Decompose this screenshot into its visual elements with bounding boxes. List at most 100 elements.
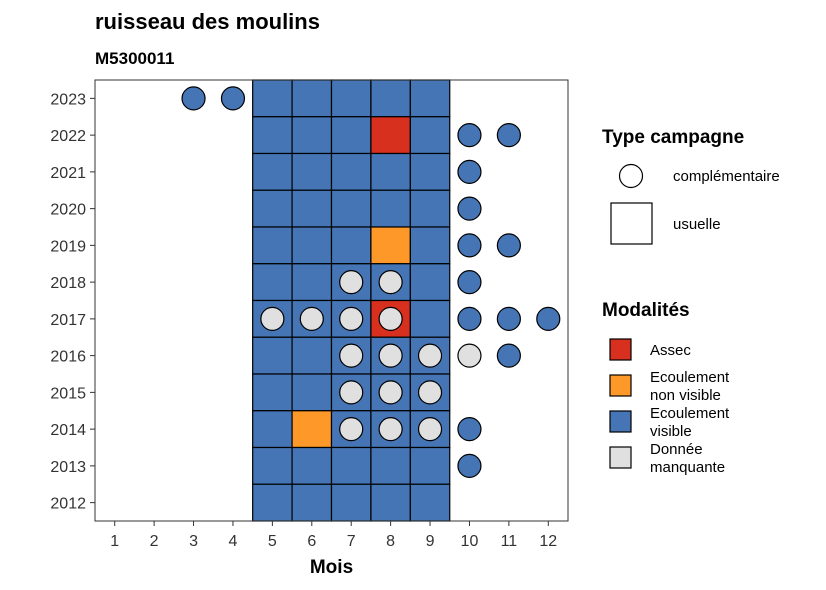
complementaire-point: [299, 306, 324, 331]
complementaire-point: [378, 380, 403, 405]
usuelle-tile: [252, 226, 293, 265]
legend-label-modalite: Ecoulement: [650, 405, 730, 422]
usuelle-tile: [291, 226, 333, 265]
usuelle-tile: [370, 152, 411, 191]
y-axis: 2012 2013 2014 2015 2016 2017 2018 2019 2020 2021…: [50, 91, 95, 513]
usuelle-tiles: [252, 79, 451, 522]
complementaire-point: [378, 417, 403, 442]
y-tick-label: 2014: [50, 422, 86, 439]
complementaire-point: [496, 343, 521, 368]
complementaire-point: [339, 343, 364, 368]
usuelle-tile: [252, 483, 293, 522]
complementaire-point: [457, 196, 482, 221]
legend-label-modalite: Ecoulement: [650, 369, 730, 386]
x-axis: 1 2 3 4 5 6 7 8 9 10 11 12: [110, 521, 557, 550]
usuelle-tile: [291, 336, 333, 375]
legend-label-modalite: manquante: [650, 459, 725, 476]
legend-label-modalite: visible: [650, 423, 692, 440]
complementaire-point: [339, 380, 364, 405]
complementaire-point: [260, 306, 285, 331]
usuelle-tile: [370, 446, 411, 485]
usuelle-tile: [291, 263, 333, 302]
usuelle-tile: [291, 116, 333, 155]
y-tick-label: 2021: [50, 165, 86, 182]
legend-key-swatch: [609, 338, 632, 361]
complementaire-point: [496, 233, 521, 258]
usuelle-tile: [330, 79, 372, 118]
y-tick-label: 2012: [50, 496, 86, 513]
usuelle-tile: [370, 189, 411, 228]
y-tick-label: 2017: [50, 312, 86, 329]
y-tick-label: 2018: [50, 275, 86, 292]
usuelle-tile: [330, 189, 372, 228]
legend-label-modalite: non visible: [650, 387, 721, 404]
x-tick-label: 4: [229, 533, 238, 550]
complementaire-point: [417, 417, 443, 442]
usuelle-tile: [370, 116, 411, 155]
legend-title-type: Type campagne: [602, 127, 744, 148]
complementaire-point: [457, 306, 482, 331]
usuelle-tile: [252, 373, 293, 412]
x-tick-label: 5: [268, 533, 277, 550]
legend-key-swatch: [609, 446, 632, 469]
usuelle-tile: [252, 79, 293, 118]
complementaire-point: [339, 306, 364, 331]
complementaire-points: [181, 86, 561, 478]
usuelle-tile: [291, 152, 333, 191]
usuelle-tile: [370, 79, 411, 118]
complementaire-point: [496, 123, 521, 148]
complementaire-point: [378, 306, 403, 331]
usuelle-tile: [409, 299, 451, 338]
usuelle-tile: [252, 189, 293, 228]
complementaire-point: [378, 343, 403, 368]
y-tick-label: 2020: [50, 202, 86, 219]
legend-label-modalite: Assec: [650, 342, 691, 359]
complementaire-point: [339, 417, 364, 442]
usuelle-tile: [330, 226, 372, 265]
x-tick-label: 7: [347, 533, 356, 550]
usuelle-tile: [252, 116, 293, 155]
usuelle-tile: [330, 152, 372, 191]
usuelle-tile: [252, 410, 293, 449]
legend-key-swatch: [609, 410, 632, 433]
usuelle-tile: [409, 116, 451, 155]
usuelle-tile: [291, 483, 333, 522]
x-tick-label: 12: [539, 533, 557, 550]
legend-label-modalite: Donnée: [650, 441, 703, 458]
x-tick-label: 6: [307, 533, 316, 550]
usuelle-tile: [370, 226, 411, 265]
x-tick-label: 11: [501, 533, 518, 550]
legend-key-swatch: [609, 374, 632, 397]
x-tick-label: 3: [189, 533, 198, 550]
complementaire-point: [339, 270, 364, 295]
plot-panel-border: [94, 79, 569, 522]
chart-subtitle: M5300011: [95, 49, 174, 68]
usuelle-tile: [409, 189, 451, 228]
complementaire-point: [536, 306, 561, 331]
complementaire-point: [181, 86, 206, 111]
complementaire-point: [417, 380, 443, 405]
complementaire-point: [457, 233, 482, 258]
usuelle-tile: [252, 446, 293, 485]
usuelle-tile: [409, 446, 451, 485]
complementaire-point: [457, 417, 482, 442]
usuelle-tile: [370, 410, 411, 449]
usuelle-tile: [330, 446, 372, 485]
complementaire-point: [457, 453, 482, 478]
y-tick-label: 2016: [50, 349, 86, 366]
chart-title: ruisseau des moulins: [95, 9, 320, 34]
complementaire-point: [417, 343, 443, 368]
y-tick-label: 2023: [50, 91, 86, 108]
x-axis-title: Mois: [310, 557, 353, 578]
complementaire-point: [457, 159, 482, 184]
y-tick-label: 2019: [50, 238, 86, 255]
legend: Type campagne complémentaire usuelle Modali…: [602, 127, 780, 476]
usuelle-tile: [409, 226, 451, 265]
usuelle-tile: [409, 152, 451, 191]
complementaire-point: [457, 343, 482, 368]
complementaire-point: [220, 86, 246, 111]
x-tick-label: 2: [150, 533, 159, 550]
usuelle-tile: [291, 189, 333, 228]
usuelle-tile: [330, 116, 372, 155]
usuelle-tile: [291, 410, 333, 449]
